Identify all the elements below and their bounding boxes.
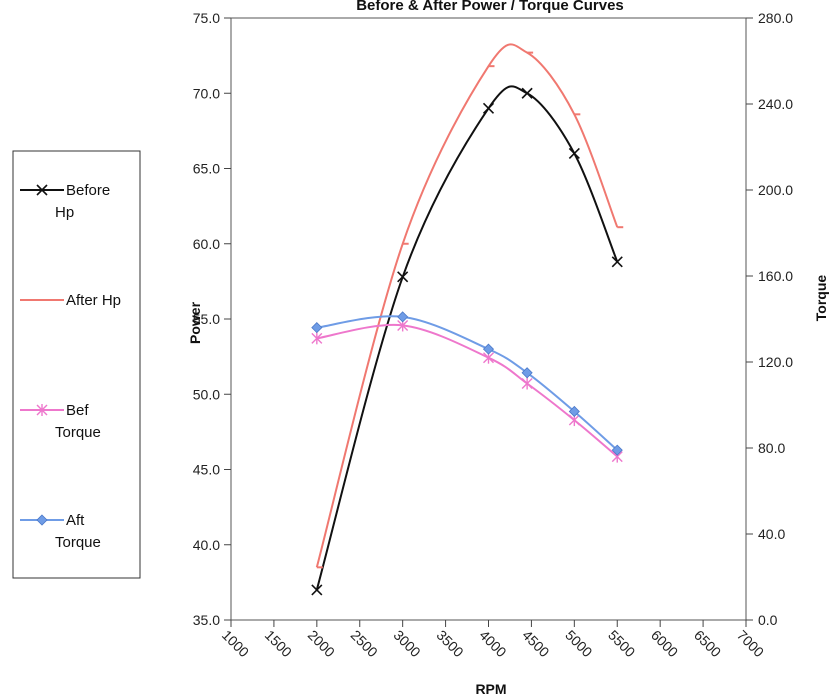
legend-box <box>12 150 141 579</box>
y2-axis-title: Torque <box>813 275 829 322</box>
y-tick-label: 70.0 <box>193 85 220 101</box>
legend-label: Aft <box>66 512 85 529</box>
series-point <box>521 87 533 99</box>
legend-label: Torque <box>55 534 101 551</box>
x-tick-label: 2500 <box>348 627 381 660</box>
x-tick-label: 1500 <box>262 627 295 660</box>
left-axis: 35.0 40.0 45.0 50.0 55.0 60.0 65.0 70.0 75.0 <box>193 10 231 628</box>
series-0 <box>311 85 623 596</box>
series-point <box>397 311 409 323</box>
legend-label: Torque <box>55 424 101 441</box>
legend-swatch-marker <box>36 404 48 416</box>
legend-items: Before Hp After Hp Bef Torque Aft Torque <box>20 182 121 551</box>
series-point <box>611 444 623 456</box>
x-tick-label: 3500 <box>433 627 466 660</box>
y-tick-label: 40.0 <box>193 537 220 553</box>
legend: Before Hp After Hp Bef Torque Aft Torque <box>12 150 141 579</box>
x-axis: 1000 1500 2000 2500 3000 3500 4000 4500 5000 5500… <box>219 620 767 660</box>
series-point <box>397 271 409 283</box>
y-tick-label: 65.0 <box>193 161 220 177</box>
series-point <box>521 367 533 379</box>
series-point <box>311 332 323 345</box>
y-tick-label: 60.0 <box>193 236 220 252</box>
y2-tick-label: 120.0 <box>758 354 793 370</box>
x-tick-label: 4000 <box>476 627 509 660</box>
chart-title: Before & After Power / Torque Curves <box>356 0 624 14</box>
series-point <box>611 256 623 268</box>
y-tick-label: 75.0 <box>193 10 220 26</box>
x-tick-label: 5000 <box>562 627 595 660</box>
y2-tick-label: 240.0 <box>758 96 793 112</box>
series-1 <box>315 43 624 569</box>
x-tick-label: 3000 <box>391 627 424 660</box>
series-line <box>315 43 619 568</box>
x-axis-title: RPM <box>475 681 506 697</box>
legend-label: Before <box>66 182 110 199</box>
right-axis: 0.0 40.0 80.0 120.0 160.0 200.0 240.0 280.0 <box>746 10 793 628</box>
series-point <box>311 322 323 334</box>
legend-item-2: Bef Torque <box>20 402 101 441</box>
legend-swatch-marker <box>36 184 48 196</box>
x-tick-label: 1000 <box>219 627 252 660</box>
legend-label: Bef <box>66 402 89 419</box>
series-layer <box>311 43 624 596</box>
x-tick-label: 4500 <box>519 627 552 660</box>
y-tick-label: 35.0 <box>193 612 220 628</box>
series-point <box>568 147 580 160</box>
legend-item-3: Aft Torque <box>20 512 101 551</box>
y2-tick-label: 0.0 <box>758 612 778 628</box>
legend-label: After Hp <box>66 292 121 309</box>
series-point <box>568 405 580 418</box>
series-point <box>521 377 533 390</box>
series-point <box>482 102 495 114</box>
x-tick-label: 5500 <box>605 627 638 660</box>
plot-area <box>230 17 747 621</box>
legend-swatch-marker <box>36 514 48 526</box>
y-axis-title: Power <box>187 301 203 344</box>
series-point <box>311 584 323 596</box>
legend-item-0: Before Hp <box>20 182 110 221</box>
legend-label: Hp <box>55 204 74 221</box>
y2-tick-label: 80.0 <box>758 440 785 456</box>
x-tick-label: 7000 <box>734 627 767 660</box>
x-tick-label: 6000 <box>648 627 681 660</box>
x-tick-label: 2000 <box>305 627 338 660</box>
y2-tick-label: 280.0 <box>758 10 793 26</box>
series-point <box>482 343 495 355</box>
y2-tick-label: 200.0 <box>758 182 793 198</box>
y-tick-label: 50.0 <box>193 386 220 402</box>
y-tick-label: 45.0 <box>193 462 220 478</box>
y2-tick-label: 160.0 <box>758 268 793 284</box>
legend-item-1: After Hp <box>20 292 121 309</box>
y-tick-label: 55.0 <box>193 311 220 327</box>
x-tick-label: 6500 <box>691 627 724 660</box>
y2-tick-label: 40.0 <box>758 526 785 542</box>
series-3 <box>311 311 623 456</box>
